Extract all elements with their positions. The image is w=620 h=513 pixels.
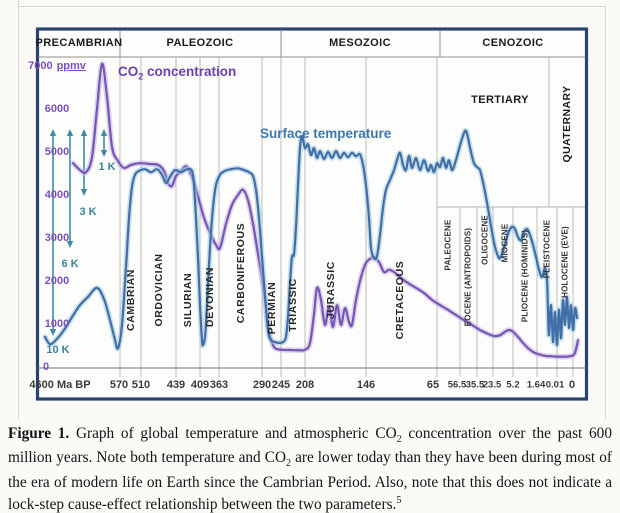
document-border-top xyxy=(18,6,606,7)
temperature-series-label: Surface temperature xyxy=(260,126,392,141)
document-border-left xyxy=(18,0,19,419)
figure-caption: Figure 1. Graph of global temperature an… xyxy=(8,425,612,513)
document-border-right xyxy=(605,5,606,419)
co2-series-label: CO2 concentration xyxy=(118,64,237,82)
